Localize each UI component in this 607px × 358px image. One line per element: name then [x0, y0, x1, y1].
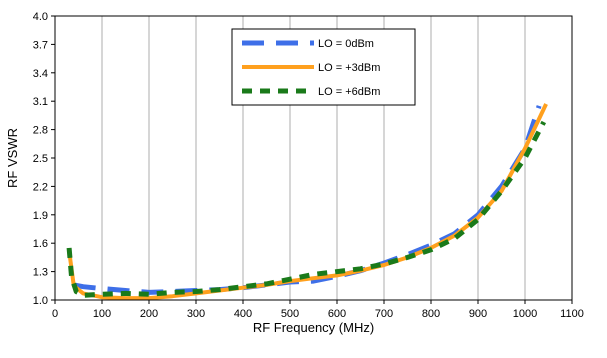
series-line-0: [73, 105, 542, 295]
y-tick-label: 3.4: [33, 68, 48, 80]
x-tick-label: 500: [281, 308, 299, 320]
x-tick-label: 100: [93, 308, 111, 320]
tick-labels: 0 100 200 300 400 500 600 700 800 900 1000 1100 1.0 1…: [33, 11, 584, 320]
series-line-1: [68, 103, 548, 301]
legend: LO = 0dBm LO = +3dBm LO = +6dBm: [231, 28, 416, 106]
x-tick-label: 1100: [560, 308, 584, 320]
y-tick-label: 4.0: [33, 11, 48, 23]
x-tick-label: 600: [328, 308, 346, 320]
y-tick-label: 2.2: [33, 181, 48, 193]
y-tick-label: 1.3: [33, 267, 48, 279]
series-line-2: [66, 120, 547, 298]
y-tick-label: 1.6: [33, 238, 48, 250]
y-tick-label: 1.0: [33, 295, 48, 307]
x-tick-label: 800: [422, 308, 440, 320]
x-tick-label: 1000: [513, 308, 537, 320]
y-tick-label: 2.5: [33, 153, 48, 165]
legend-label-2: LO = +6dBm: [318, 86, 380, 98]
x-tick-label: 900: [469, 308, 487, 320]
y-tick-label: 1.9: [33, 210, 48, 222]
x-tick-label: 700: [375, 308, 393, 320]
x-tick-label: 300: [187, 308, 205, 320]
y-axis-title: RF VSWR: [5, 128, 20, 188]
legend-label-1: LO = +3dBm: [318, 62, 380, 74]
x-tick-label: 400: [234, 308, 252, 320]
legend-label-0: LO = 0dBm: [318, 38, 374, 50]
y-tick-label: 2.8: [33, 125, 48, 137]
x-axis-title: RF Frequency (MHz): [253, 320, 374, 335]
series-lines: [66, 103, 548, 301]
x-tick-label: 0: [52, 308, 58, 320]
x-tick-label: 200: [140, 308, 158, 320]
y-tick-label: 3.7: [33, 39, 48, 51]
y-tick-label: 3.1: [33, 96, 48, 108]
